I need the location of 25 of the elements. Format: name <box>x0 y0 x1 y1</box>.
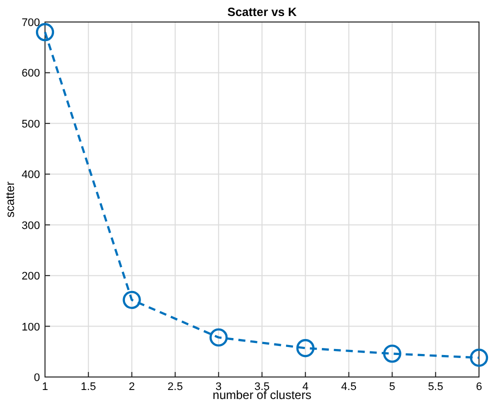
x-tick-label: 1 <box>42 381 48 393</box>
y-tick-label: 200 <box>22 270 40 283</box>
y-tick-label: 100 <box>22 321 40 334</box>
point <box>296 338 314 358</box>
x-tick-label: 3 <box>216 381 222 393</box>
y-tick-label: 500 <box>22 118 40 130</box>
x-tick-label: 4 <box>302 381 308 393</box>
x-tick-label: 5.5 <box>428 381 444 393</box>
y-tick-label: 700 <box>22 17 40 29</box>
x-tick-label: 5 <box>389 381 396 393</box>
y-tick-label: 300 <box>22 220 40 232</box>
point <box>122 290 141 310</box>
y-tick-label: 600 <box>22 68 40 80</box>
point <box>470 348 488 367</box>
y-tick-label: 400 <box>22 169 40 182</box>
x-tick-label: 1.5 <box>80 381 96 393</box>
point <box>210 328 228 347</box>
y-tick-label: 0 <box>34 372 40 384</box>
x-tick-label: 4.5 <box>341 381 356 393</box>
y-axis-title: scatter <box>3 181 17 218</box>
x-tick-label: 2 <box>128 381 135 393</box>
chart-title: Scatter vs K <box>227 5 298 19</box>
x-tick-label: 2.5 <box>168 381 183 393</box>
x-tick-label: 6 <box>476 381 482 393</box>
point <box>383 344 402 363</box>
